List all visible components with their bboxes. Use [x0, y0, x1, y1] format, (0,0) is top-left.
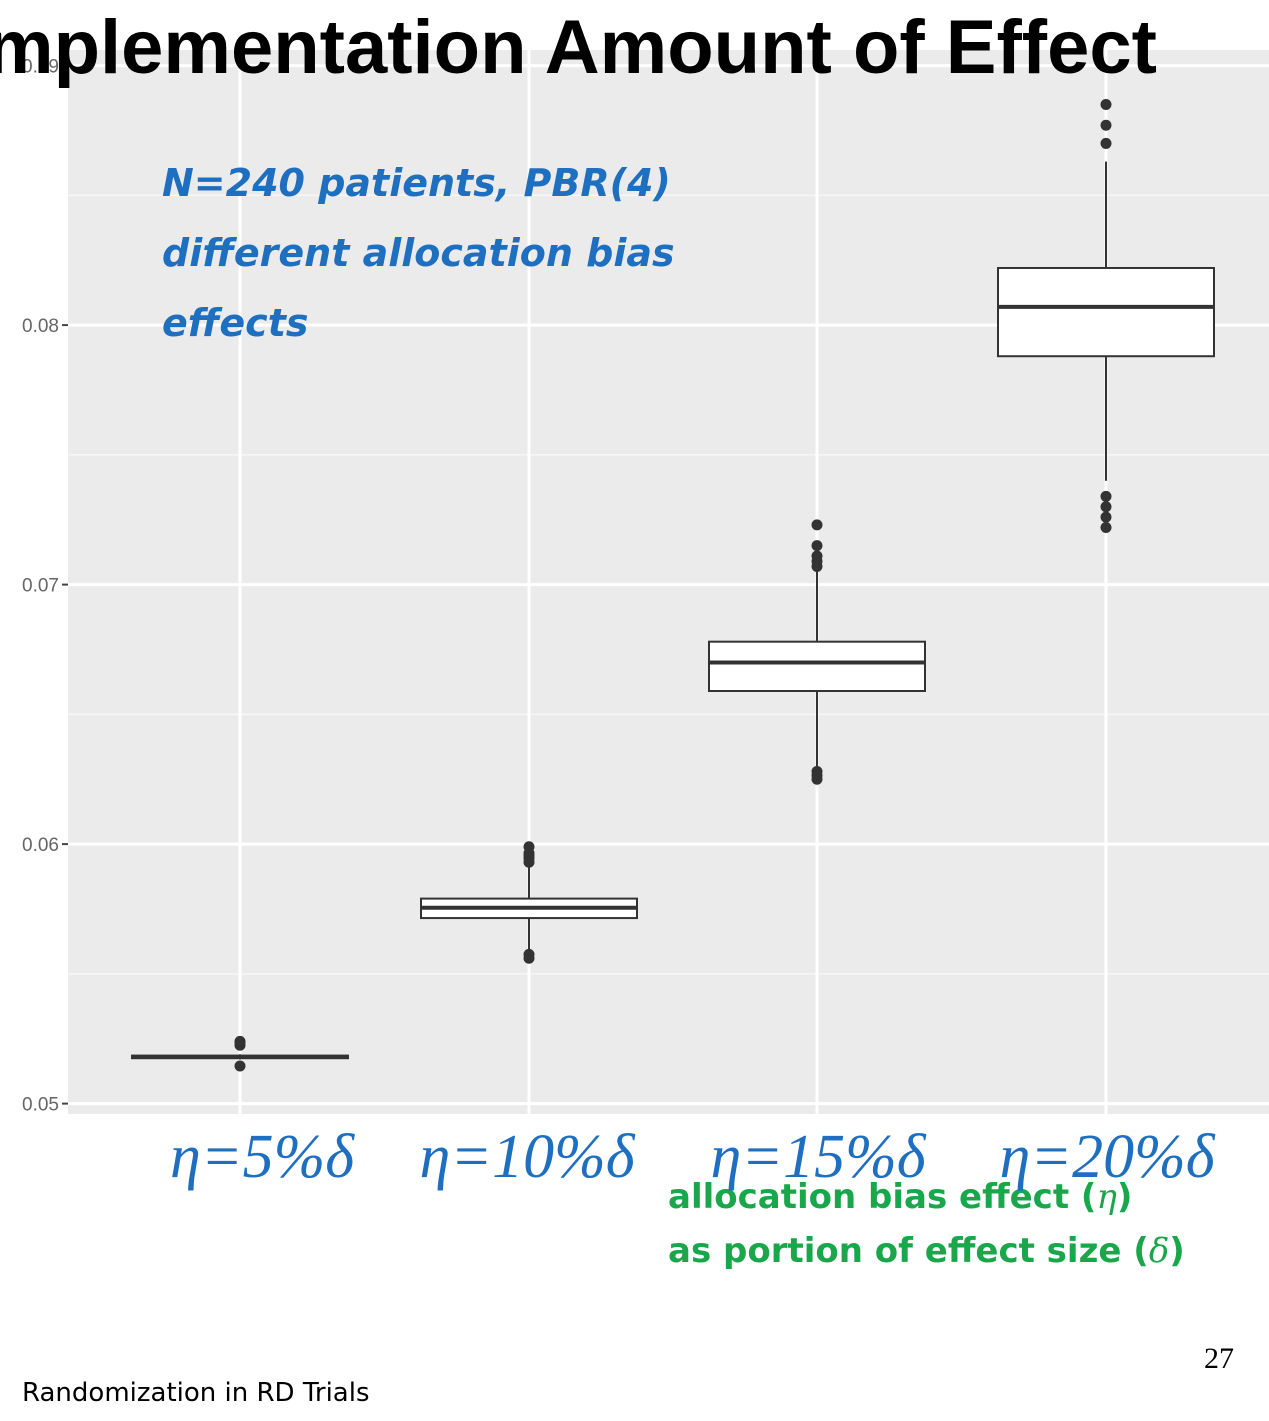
- outlier-point: [234, 1035, 246, 1047]
- box-iqr: [997, 266, 1215, 358]
- box-group: [997, 98, 1215, 534]
- outlier-point: [234, 1060, 246, 1072]
- box-group: [420, 841, 638, 964]
- outlier-point: [1100, 511, 1112, 523]
- y-tick-label: 0.06: [22, 835, 59, 856]
- study-note-line-3: effects: [162, 301, 309, 345]
- y-tick-label: 0.05: [22, 1095, 59, 1116]
- study-note: N=240 patients, PBR(4) different allocat…: [162, 148, 782, 358]
- box-group: [131, 1035, 349, 1072]
- study-note-line-2: different allocation bias: [162, 231, 675, 275]
- y-tick-label: 0.07: [22, 576, 59, 597]
- legend-text-1: allocation bias effect (: [668, 1177, 1097, 1217]
- outlier-point: [1100, 98, 1112, 110]
- outlier-point: [1100, 522, 1112, 534]
- box-iqr: [708, 640, 926, 692]
- legend-note: allocation bias effect (η) as portion of…: [668, 1170, 1268, 1278]
- page-number: 27: [1204, 1342, 1234, 1375]
- x-category-label-2: η=10%δ: [419, 1123, 635, 1191]
- red-accent-mark-2: :: [0, 752, 8, 796]
- y-axis: 0.05 0.06 0.07 0.08 0.09: [22, 57, 68, 1116]
- minor-gridlines: [68, 194, 1269, 975]
- outlier-point: [811, 765, 823, 777]
- red-accent-mark-1: :: [0, 462, 8, 506]
- slide-title-text: mplementation Amount of Effect: [0, 8, 1157, 88]
- outlier-point: [811, 550, 823, 562]
- outlier-point: [1100, 501, 1112, 513]
- legend-note-line-1: allocation bias effect (η): [668, 1170, 1268, 1224]
- plot-panel: [68, 50, 1269, 1114]
- outlier-point: [1100, 119, 1112, 131]
- boxplot-series: [131, 98, 1215, 1072]
- legend-note-line-2: as portion of effect size (δ): [668, 1224, 1268, 1278]
- legend-close-2: ): [1169, 1231, 1185, 1271]
- footer-text: Randomization in RD Trials: [22, 1378, 370, 1408]
- x-category-label-4: η=20%δ: [999, 1123, 1215, 1191]
- y-tick-label: 0.09: [22, 57, 59, 78]
- box-group: [708, 519, 926, 785]
- outlier-point: [811, 519, 823, 531]
- study-note-line-1: N=240 patients, PBR(4): [162, 161, 671, 205]
- outlier-point: [1100, 137, 1112, 149]
- x-category-label-3: η=15%δ: [710, 1123, 926, 1191]
- outlier-point: [523, 841, 535, 853]
- slide-title: mplementation Amount of Effect: [0, 8, 1269, 88]
- eta-symbol: η: [1096, 1177, 1117, 1217]
- y-tick-label: 0.08: [22, 316, 59, 337]
- outlier-point: [811, 540, 823, 552]
- legend-text-2: as portion of effect size (: [668, 1231, 1149, 1271]
- legend-close-1: ): [1116, 1177, 1133, 1217]
- outlier-point: [523, 948, 535, 960]
- x-category-label-1: η=5%δ: [169, 1123, 355, 1191]
- outlier-point: [1100, 490, 1112, 502]
- delta-symbol: δ: [1148, 1231, 1170, 1271]
